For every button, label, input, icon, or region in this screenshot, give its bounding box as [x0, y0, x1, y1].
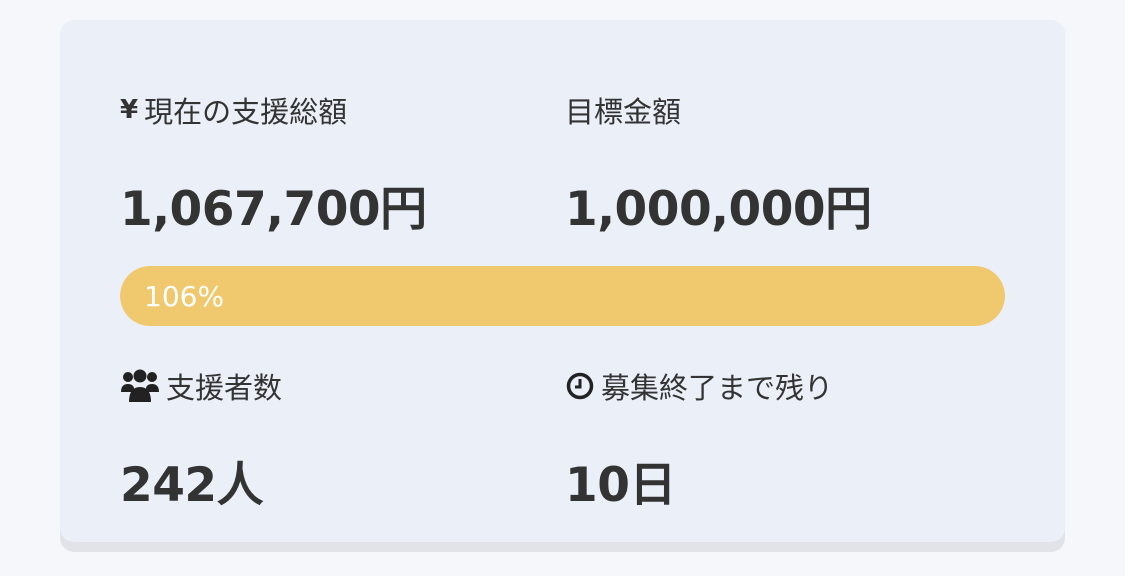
current-total-value: 1,067,700円 — [120, 182, 427, 237]
backers-value: 242人 — [120, 458, 264, 513]
goal-label: 目標金額 — [565, 95, 682, 129]
goal-value: 1,000,000円 — [565, 182, 872, 237]
yen-icon: ¥ — [120, 95, 139, 125]
remaining-section: 募集終了まで残り 10日 — [565, 366, 833, 515]
remaining-label: 募集終了まで残り — [601, 371, 834, 405]
backers-label: 支援者数 — [166, 371, 283, 405]
users-icon — [120, 368, 160, 404]
current-total-label: 現在の支援総額 — [144, 95, 348, 129]
progress-bar: 106% — [120, 266, 1005, 326]
remaining-value: 10日 — [565, 458, 676, 513]
progress-fill: 106% — [120, 266, 1005, 326]
current-total-section: ¥ 現在の支援総額 1,067,700円 — [120, 90, 427, 239]
clock-icon — [565, 371, 595, 401]
progress-percent: 106% — [144, 279, 225, 313]
backers-section: 支援者数 242人 — [120, 366, 282, 515]
funding-summary-card: ¥ 現在の支援総額 1,067,700円 目標金額 1,000,000円 106… — [60, 20, 1065, 542]
goal-section: 目標金額 1,000,000円 — [565, 90, 872, 239]
